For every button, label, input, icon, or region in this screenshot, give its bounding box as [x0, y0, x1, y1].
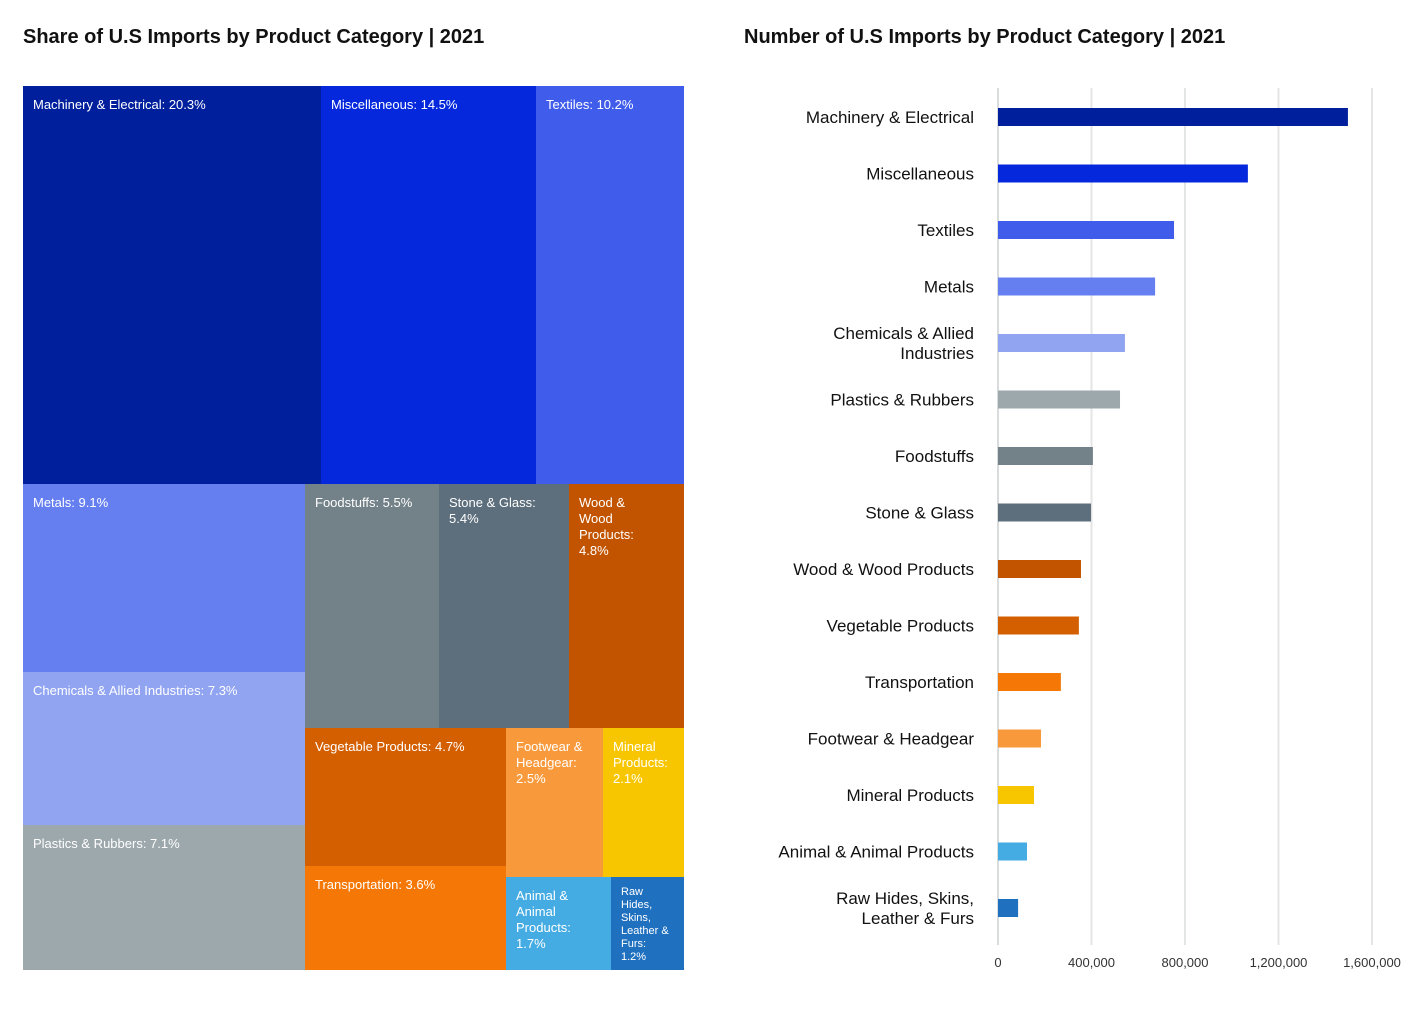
tile-label: Wood & Wood Products: 4.8%	[579, 495, 634, 558]
treemap-tile: Raw Hides, Skins, Leather & Furs: 1.2%	[611, 877, 684, 970]
bar	[998, 616, 1079, 635]
category-label: Miscellaneous	[866, 165, 974, 184]
category-label: Plastics & Rubbers	[830, 391, 974, 410]
treemap-tile: Footwear & Headgear: 2.5%	[506, 728, 603, 877]
treemap-tile: Mineral Products: 2.1%	[603, 728, 684, 877]
tile-label: Foodstuffs: 5.5%	[315, 495, 413, 510]
tile-label: Raw Hides, Skins, Leather & Furs: 1.2%	[621, 886, 669, 963]
bar	[998, 786, 1034, 804]
tile-label: Chemicals & Allied Industries: 7.3%	[33, 683, 238, 698]
treemap-tile: Textiles: 10.2%	[536, 86, 684, 484]
treemap-tile: Wood & Wood Products: 4.8%	[569, 484, 684, 728]
tile-label: Machinery & Electrical: 20.3%	[33, 97, 206, 112]
tile-label: Stone & Glass: 5.4%	[449, 495, 536, 526]
category-label: Textiles	[917, 221, 974, 240]
treemap-tile: Animal & Animal Products: 1.7%	[506, 877, 611, 970]
category-label: Animal & Animal Products	[778, 843, 974, 862]
bar-chart-title: Number of U.S Imports by Product Categor…	[744, 26, 1226, 48]
category-label: Metals	[924, 278, 974, 297]
treemap-tile: Foodstuffs: 5.5%	[305, 484, 439, 728]
tile-label: Transportation: 3.6%	[315, 877, 436, 892]
treemap-tile: Vegetable Products: 4.7%	[305, 728, 506, 866]
category-label: Chemicals & Allied Industries	[833, 324, 974, 363]
tile-label: Footwear & Headgear: 2.5%	[516, 739, 583, 786]
tile-label: Mineral Products: 2.1%	[613, 739, 668, 786]
x-tick-label: 400,000	[1068, 955, 1115, 970]
category-label: Machinery & Electrical	[806, 108, 974, 127]
x-tick-label: 0	[994, 955, 1001, 970]
category-label: Stone & Glass	[865, 504, 974, 523]
treemap-tile: Plastics & Rubbers: 7.1%	[23, 825, 305, 970]
treemap-tile: Chemicals & Allied Industries: 7.3%	[23, 672, 305, 825]
bar	[998, 560, 1081, 578]
category-label: Raw Hides, Skins, Leather & Furs	[836, 889, 974, 928]
bar	[998, 390, 1121, 409]
treemap-tile: Metals: 9.1%	[23, 484, 305, 672]
category-label: Footwear & Headgear	[808, 730, 975, 749]
tile-label: Vegetable Products: 4.7%	[315, 739, 465, 754]
bar	[998, 729, 1042, 748]
tile-label: Miscellaneous: 14.5%	[331, 97, 458, 112]
tile-label: Textiles: 10.2%	[546, 97, 634, 112]
treemap-tile: Machinery & Electrical: 20.3%	[23, 86, 321, 484]
treemap-tile: Transportation: 3.6%	[305, 866, 506, 970]
category-label: Vegetable Products	[827, 617, 974, 636]
bar	[998, 277, 1156, 296]
bar	[998, 503, 1092, 522]
category-label: Foodstuffs	[895, 447, 974, 466]
bar	[998, 334, 1125, 352]
bar	[998, 164, 1248, 183]
tile-label: Plastics & Rubbers: 7.1%	[33, 836, 180, 851]
x-tick-label: 1,200,000	[1250, 955, 1308, 970]
x-tick-label: 1,600,000	[1343, 955, 1401, 970]
category-label: Wood & Wood Products	[793, 560, 974, 579]
treemap-tile: Miscellaneous: 14.5%	[321, 86, 536, 484]
treemap-tile: Stone & Glass: 5.4%	[439, 484, 569, 728]
category-label: Mineral Products	[846, 786, 974, 805]
bar	[998, 899, 1019, 917]
tile-label: Animal & Animal Products: 1.7%	[516, 888, 571, 951]
tile-label: Metals: 9.1%	[33, 495, 109, 510]
category-label: Transportation	[865, 673, 974, 692]
treemap-title: Share of U.S Imports by Product Category…	[23, 26, 485, 48]
x-tick-label: 800,000	[1162, 955, 1209, 970]
bar	[998, 673, 1061, 691]
bar	[998, 221, 1175, 239]
bar	[998, 447, 1093, 465]
bar	[998, 108, 1348, 126]
bar	[998, 842, 1027, 861]
